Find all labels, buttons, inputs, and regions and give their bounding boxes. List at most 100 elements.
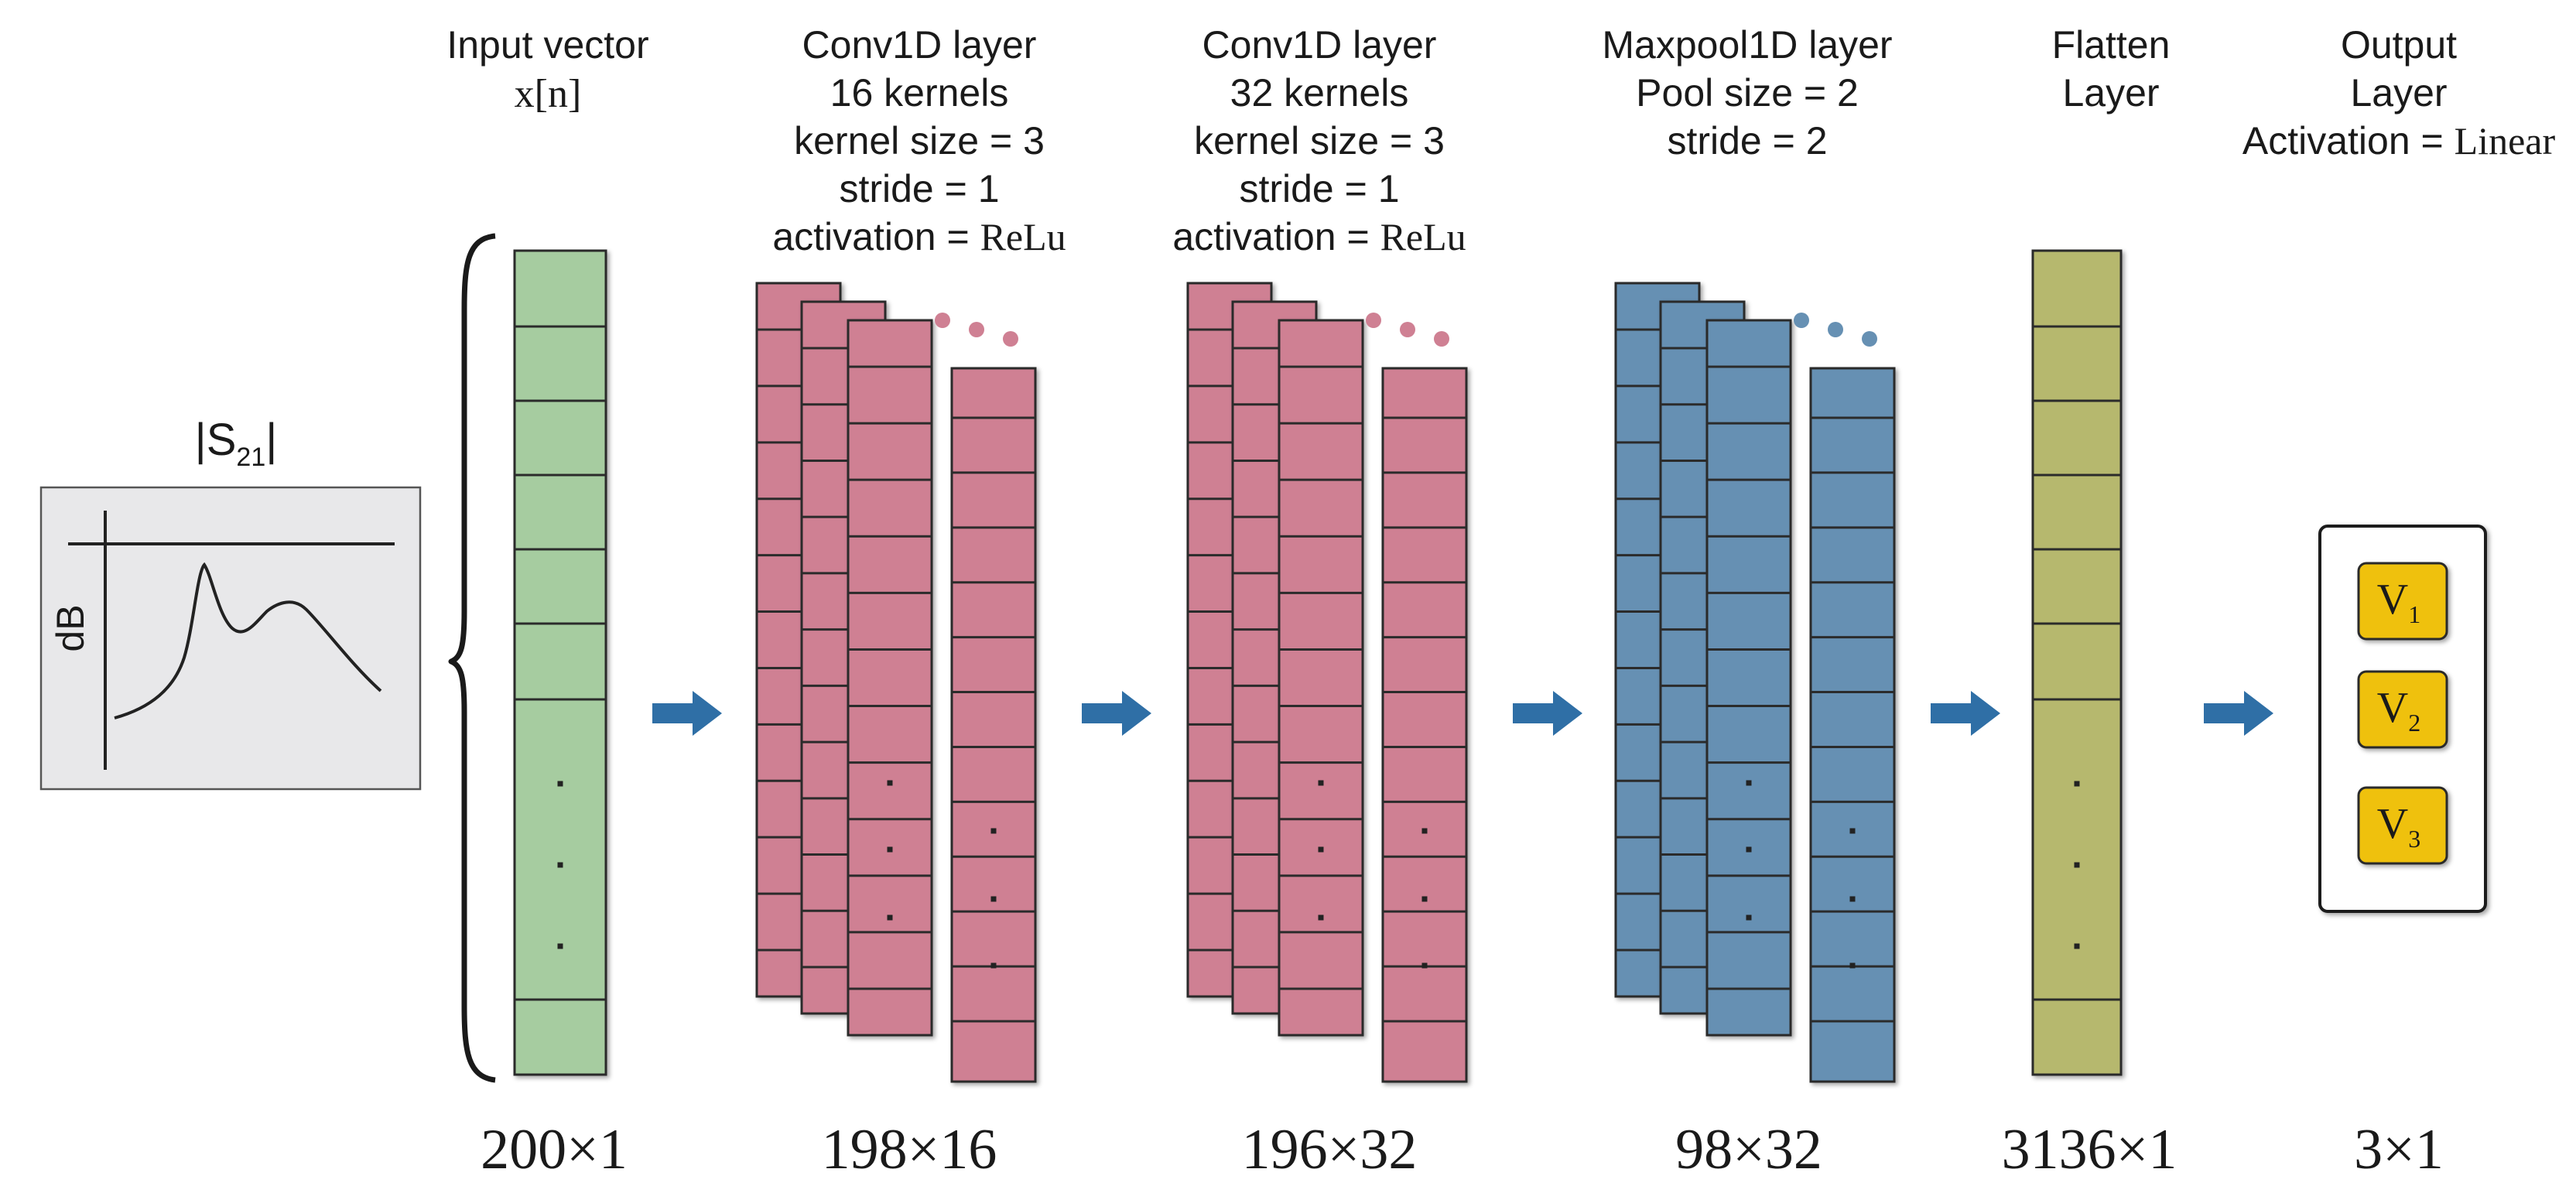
dim-flatten: 3136×1 (2002, 1118, 2177, 1181)
output-layer: V1 V2 V3 (2318, 525, 2487, 913)
pool-line-3: stride = 2 (1667, 119, 1827, 162)
conv2-kernel-stack (1186, 282, 1468, 1083)
header-conv1: Conv1D layer 16 kernels kernel size = 3 … (772, 23, 1066, 258)
dim-conv1: 198×16 (822, 1118, 997, 1181)
kernel-map-last (1809, 367, 1896, 1083)
column-body (847, 319, 933, 1037)
ellipsis-dot (935, 313, 950, 328)
column-body (1809, 367, 1896, 1083)
ellipsis-dot (887, 914, 893, 921)
ellipsis-dot (557, 943, 563, 949)
arrow-right-icon (2204, 691, 2273, 736)
output-node-label: V2 (2377, 684, 2420, 737)
ellipsis-dot (1003, 331, 1018, 347)
conv2-line-2: 32 kernels (1230, 71, 1409, 115)
flow-arrows (652, 691, 2273, 736)
ellipsis-dot (1849, 962, 1856, 969)
output-node-v3: V3 (2357, 786, 2448, 865)
kernel-map-last (1381, 367, 1468, 1083)
conv1-line-3: kernel size = 3 (794, 119, 1045, 162)
s21-curve (114, 562, 382, 720)
output-node-label: V1 (2377, 576, 2420, 628)
ellipsis-dot (1849, 896, 1856, 902)
flatten-column (2031, 249, 2123, 1076)
layer-stacks (513, 249, 2123, 1083)
ellipsis-dot (2074, 862, 2080, 868)
arrow-right-icon (1513, 691, 1582, 736)
dim-input: 200×1 (481, 1118, 628, 1181)
pool-line-1: Maxpool1D layer (1602, 23, 1892, 67)
dim-conv2: 196×32 (1242, 1118, 1418, 1181)
conv2-activation: activation = ReLu (1172, 215, 1466, 258)
output-node-v2: V2 (2357, 670, 2448, 749)
pool-kernel-stack (1614, 282, 1896, 1083)
conv2-line-3: kernel size = 3 (1194, 119, 1445, 162)
header-input: Input vector x[n] (446, 23, 648, 116)
ellipsis-dot (1746, 914, 1752, 921)
ellipsis-dot (1746, 780, 1752, 786)
dimension-labels: 200×1 198×16 196×32 98×32 3136×1 3×1 (481, 1118, 2444, 1181)
arrow-right-icon (1082, 691, 1151, 736)
s21-plot: |S21| dB (39, 415, 422, 791)
column-body (513, 249, 607, 1076)
ellipsis-dot (887, 846, 893, 853)
column-body (1278, 319, 1364, 1037)
input-var: x[n] (515, 72, 582, 116)
flatten-line-1: Flatten (2052, 23, 2171, 67)
ellipsis-dot (1421, 828, 1428, 834)
column-body (1705, 319, 1792, 1037)
ellipsis-dot (1318, 780, 1324, 786)
input-title: Input vector (446, 23, 648, 67)
ellipsis-dot (990, 962, 997, 969)
conv1-kernel-stack (755, 282, 1037, 1083)
dim-output: 3×1 (2354, 1118, 2444, 1181)
header-flatten: Flatten Layer (2052, 23, 2171, 115)
ellipsis-dot (1849, 828, 1856, 834)
ellipsis-dot (557, 781, 563, 787)
kernel-map (847, 319, 933, 1037)
output-activation: Activation = Linear (2242, 119, 2556, 162)
ellipsis-dot (1421, 896, 1428, 902)
ellipsis-dot (1434, 331, 1449, 347)
ellipsis-dot (1421, 962, 1428, 969)
dim-pool: 98×32 (1675, 1118, 1822, 1181)
conv1-line-1: Conv1D layer (802, 23, 1037, 67)
ellipsis-dot (887, 780, 893, 786)
ellipsis-dot (990, 828, 997, 834)
plot-frame (39, 486, 422, 791)
output-line-1: Output (2341, 23, 2457, 67)
ellipsis-dot (1794, 313, 1809, 328)
conv1-line-2: 16 kernels (830, 71, 1009, 115)
column-body (2031, 249, 2123, 1076)
column-body (1381, 367, 1468, 1083)
conv2-line-1: Conv1D layer (1202, 23, 1437, 67)
conv1-line-4: stride = 1 (839, 167, 999, 210)
output-line-2: Layer (2350, 71, 2447, 115)
ellipsis-dot (1318, 846, 1324, 853)
plot-title: |S21| (195, 415, 278, 472)
header-pool: Maxpool1D layer Pool size = 2 stride = 2 (1602, 23, 1892, 162)
curly-brace-icon (448, 233, 496, 1083)
output-node-box (2357, 562, 2448, 641)
plot-y-label: dB (49, 604, 92, 651)
input-vector-column (513, 249, 607, 1076)
kernel-map (1278, 319, 1364, 1037)
kernel-map (1705, 319, 1792, 1037)
output-node-label: V3 (2377, 800, 2420, 853)
ellipsis-dot (1746, 846, 1752, 853)
ellipsis-dot (1400, 322, 1415, 337)
header-conv2: Conv1D layer 32 kernels kernel size = 3 … (1172, 23, 1466, 258)
output-node-box (2357, 670, 2448, 749)
output-node-box (2357, 786, 2448, 865)
header-output: Output Layer Activation = Linear (2242, 23, 2556, 162)
arrow-right-icon (652, 691, 722, 736)
pool-line-2: Pool size = 2 (1636, 71, 1859, 115)
ellipsis-dot (1862, 331, 1877, 347)
column-body (950, 367, 1037, 1083)
ellipsis-dot (557, 862, 563, 868)
conv2-line-4: stride = 1 (1239, 167, 1399, 210)
ellipsis-dot (1318, 914, 1324, 921)
ellipsis-dot (1828, 322, 1843, 337)
kernel-map-last (950, 367, 1037, 1083)
